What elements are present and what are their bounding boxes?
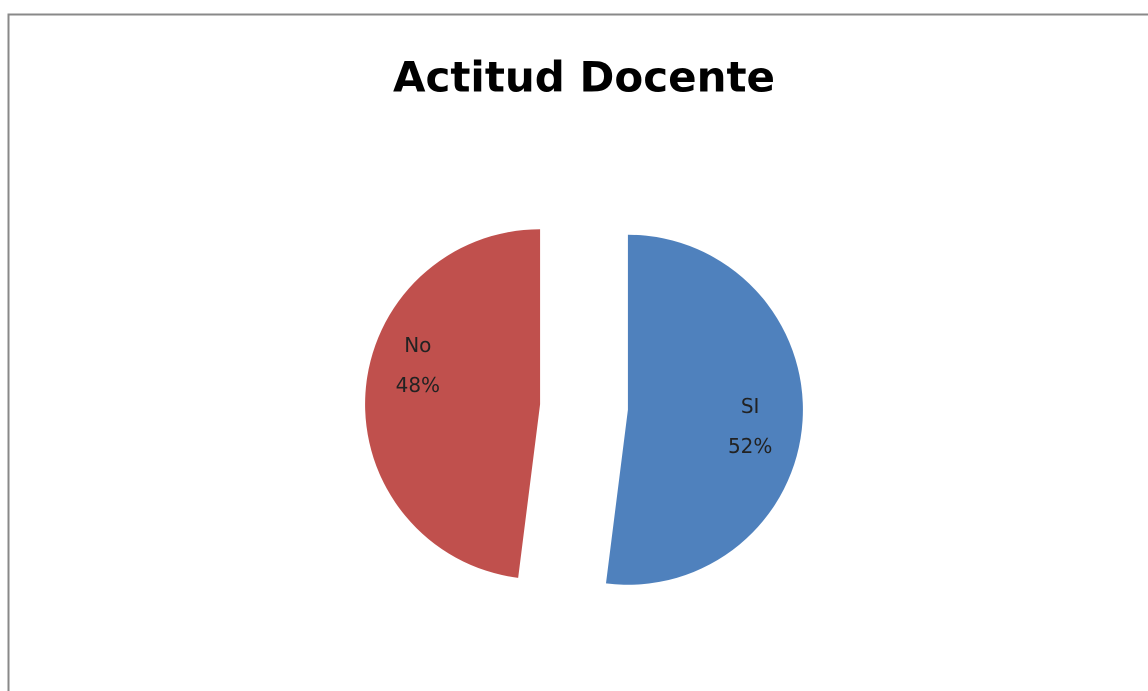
- data-label-category: SI: [741, 394, 760, 418]
- chart-title: Actitud Docente: [393, 53, 775, 102]
- data-label-category: No: [404, 333, 431, 357]
- pie-slice: [605, 234, 803, 585]
- chart-frame: [7, 13, 1148, 691]
- data-label-value: 48%: [396, 373, 440, 397]
- data-label-value: 52%: [728, 434, 772, 458]
- pie-slice: [365, 229, 541, 578]
